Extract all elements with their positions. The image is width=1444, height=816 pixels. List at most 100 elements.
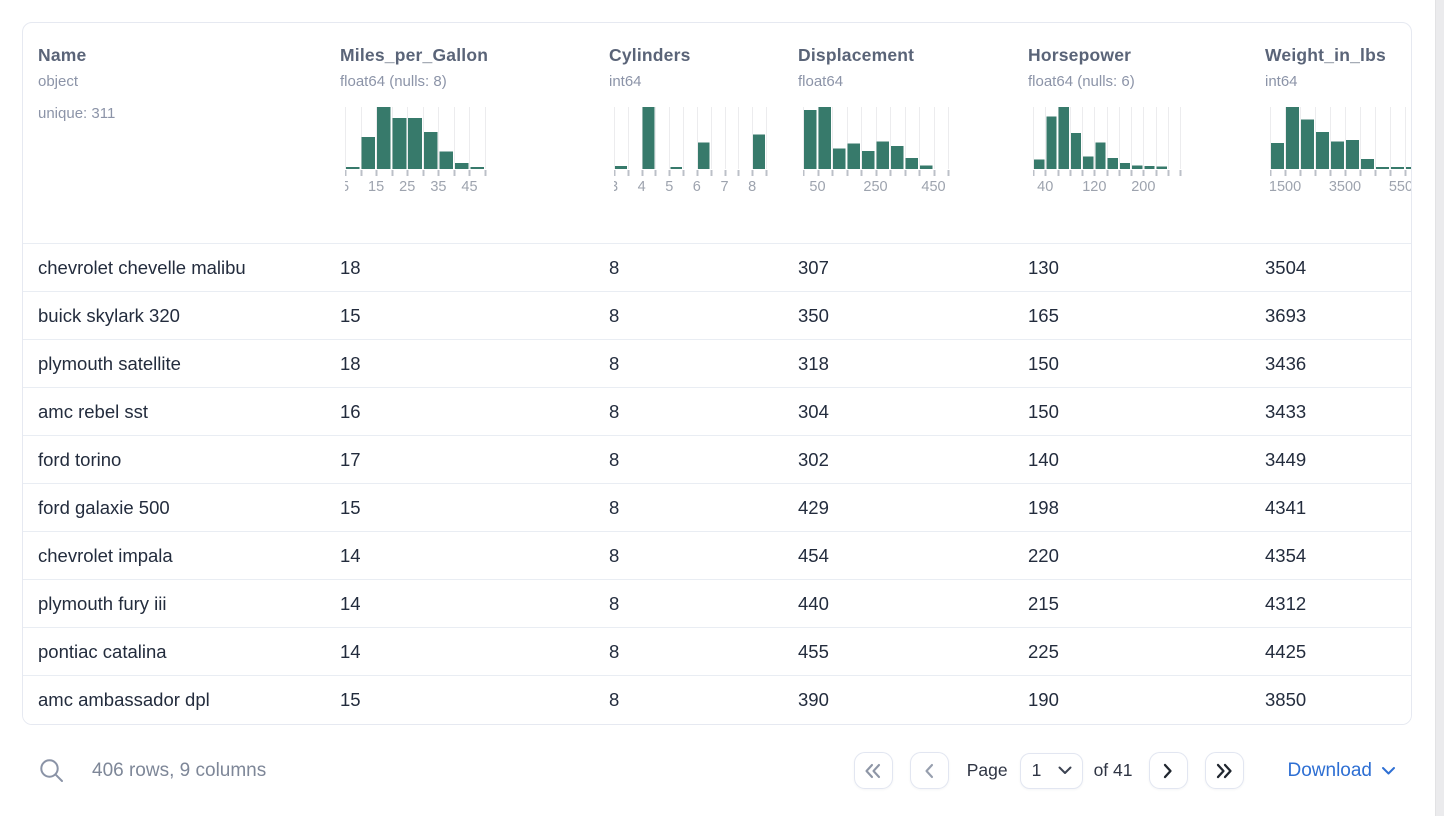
cell-horsepower: 150 (1028, 401, 1059, 422)
chevrons-right-icon (1216, 763, 1232, 778)
cell-name: ford galaxie 500 (38, 497, 170, 518)
cell-displacement: 318 (798, 353, 829, 374)
cell-name: ford torino (38, 449, 122, 470)
column-header-miles-per-gallon: Miles_per_Gallon float64 (nulls: 8) 5 15 2… (340, 23, 609, 243)
column-header-horsepower: Horsepower float64 (nulls: 6) 40 120 200 (1028, 23, 1265, 243)
table-row[interactable]: chevrolet chevelle malibu 18 8 307 130 3… (23, 244, 1411, 292)
cell-weight: 4341 (1265, 497, 1307, 518)
column-title: Displacement (798, 45, 915, 65)
cell-displacement: 350 (798, 305, 829, 326)
cell-mpg: 16 (340, 401, 361, 422)
cell-displacement: 304 (798, 401, 829, 422)
chevron-left-icon (925, 763, 934, 778)
table-row[interactable]: plymouth satellite 18 8 318 150 3436 (23, 340, 1411, 388)
data-table-card: Name object unique: 311 Miles_per_Gallon… (22, 22, 1412, 725)
first-page-button[interactable] (853, 752, 893, 789)
cell-name: buick skylark 320 (38, 305, 180, 326)
cell-horsepower: 225 (1028, 641, 1059, 662)
table-row[interactable]: ford galaxie 500 15 8 429 198 4341 (23, 484, 1411, 532)
chevron-down-icon (1058, 766, 1072, 774)
table-row[interactable]: plymouth fury iii 14 8 440 215 4312 (23, 580, 1411, 628)
table-row[interactable]: pontiac catalina 14 8 455 225 4425 (23, 628, 1411, 676)
cell-weight: 4425 (1265, 641, 1307, 662)
vertical-scrollbar[interactable] (1435, 0, 1444, 816)
cell-horsepower: 150 (1028, 353, 1059, 374)
cell-weight: 3504 (1265, 257, 1307, 278)
column-dtype: object (38, 73, 79, 90)
svg-text:4: 4 (638, 179, 646, 195)
cell-displacement: 440 (798, 593, 829, 614)
histogram-horsepower: 40 120 200 (1032, 107, 1265, 199)
histogram-cylinders: 3 4 5 6 7 8 (610, 107, 798, 199)
cell-mpg: 15 (340, 689, 361, 710)
svg-text:250: 250 (863, 179, 887, 195)
next-page-button[interactable] (1148, 752, 1188, 789)
column-title: Horsepower (1028, 45, 1132, 65)
column-title: Miles_per_Gallon (340, 45, 489, 65)
table-row[interactable]: amc rebel sst 16 8 304 150 3433 (23, 388, 1411, 436)
cell-mpg: 18 (340, 353, 361, 374)
column-header-cylinders: Cylinders int64 3 4 5 6 7 8 (609, 23, 798, 243)
cell-mpg: 18 (340, 257, 361, 278)
column-dtype: float64 (nulls: 6) (1028, 73, 1135, 90)
table-header: Name object unique: 311 Miles_per_Gallon… (23, 23, 1411, 244)
cell-displacement: 302 (798, 449, 829, 470)
cell-weight: 3693 (1265, 305, 1307, 326)
cell-mpg: 15 (340, 497, 361, 518)
last-page-button[interactable] (1204, 752, 1244, 789)
svg-text:3500: 3500 (1329, 179, 1361, 195)
table-row[interactable]: ford torino 17 8 302 140 3449 (23, 436, 1411, 484)
table-row[interactable]: amc ambassador dpl 15 8 390 190 3850 (23, 676, 1411, 724)
page-select[interactable]: 1 (1019, 752, 1083, 789)
svg-text:7: 7 (720, 179, 728, 195)
cell-horsepower: 140 (1028, 449, 1059, 470)
column-title: Cylinders (609, 45, 691, 65)
chevron-right-icon (1163, 763, 1172, 778)
svg-text:200: 200 (1131, 179, 1155, 195)
column-dtype: float64 (798, 73, 844, 90)
cell-cylinders: 8 (609, 449, 620, 470)
histogram-displacement: 50 250 450 (802, 107, 1028, 199)
search-icon (40, 759, 63, 782)
svg-text:25: 25 (399, 179, 415, 195)
cell-displacement: 390 (798, 689, 829, 710)
cell-horsepower: 198 (1028, 497, 1059, 518)
table-footer: 406 rows, 9 columns Page 1 of 41 (0, 725, 1444, 816)
cell-cylinders: 8 (609, 401, 620, 422)
svg-text:3: 3 (614, 179, 618, 195)
cell-horsepower: 215 (1028, 593, 1059, 614)
column-header-name: Name object unique: 311 (38, 23, 340, 243)
cell-name: amc rebel sst (38, 401, 149, 422)
cell-mpg: 14 (340, 641, 361, 662)
previous-page-button[interactable] (909, 752, 949, 789)
column-dtype: float64 (nulls: 8) (340, 73, 447, 90)
svg-text:50: 50 (809, 179, 825, 195)
download-button[interactable]: Download (1288, 760, 1397, 782)
cell-displacement: 429 (798, 497, 829, 518)
svg-text:120: 120 (1082, 179, 1106, 195)
cell-horsepower: 165 (1028, 305, 1059, 326)
search-button[interactable] (38, 757, 65, 784)
histogram-weight-in-lbs: 1500 3500 5500 (1269, 107, 1411, 199)
page-count-label: of 41 (1093, 760, 1133, 780)
chevron-down-icon (1382, 766, 1395, 774)
cell-displacement: 307 (798, 257, 829, 278)
table-row[interactable]: buick skylark 320 15 8 350 165 3693 (23, 292, 1411, 340)
cell-name: chevrolet impala (38, 545, 173, 566)
cell-horsepower: 220 (1028, 545, 1059, 566)
cell-cylinders: 8 (609, 257, 620, 278)
column-title: Weight_in_lbs (1265, 45, 1386, 65)
column-header-weight-in-lbs: Weight_in_lbs int64 1500 3500 5500 (1265, 23, 1411, 243)
table-row[interactable]: chevrolet impala 14 8 454 220 4354 (23, 532, 1411, 580)
page-label: Page (966, 760, 1008, 780)
svg-text:6: 6 (693, 179, 701, 195)
cell-mpg: 17 (340, 449, 361, 470)
cell-cylinders: 8 (609, 545, 620, 566)
row-column-summary: 406 rows, 9 columns (92, 759, 267, 781)
column-title: Name (38, 45, 87, 65)
cell-cylinders: 8 (609, 497, 620, 518)
svg-text:45: 45 (461, 179, 477, 195)
cell-weight: 3850 (1265, 689, 1307, 710)
pagination: Page 1 of 41 (853, 752, 1244, 789)
page-select-value: 1 (1031, 760, 1042, 780)
